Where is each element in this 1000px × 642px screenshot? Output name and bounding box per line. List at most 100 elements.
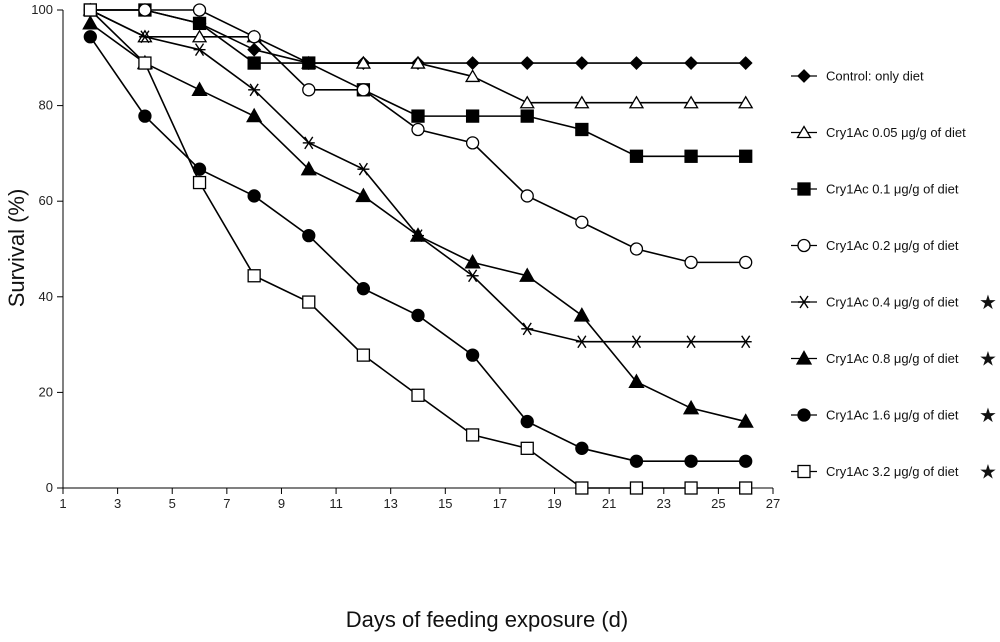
data-point bbox=[629, 56, 644, 70]
data-point bbox=[466, 269, 479, 283]
data-point bbox=[519, 267, 536, 282]
data-point bbox=[739, 335, 752, 349]
data-point bbox=[411, 388, 425, 402]
data-point bbox=[682, 399, 700, 415]
x-tick-label: 11 bbox=[329, 496, 343, 511]
data-point bbox=[520, 56, 535, 70]
legend-item-5: Cry1Ac 0.4 μg/g of diet ★ bbox=[791, 290, 997, 314]
data-point bbox=[629, 242, 644, 256]
data-point bbox=[521, 322, 534, 336]
y-tick-label: 40 bbox=[39, 289, 53, 304]
data-point bbox=[302, 83, 316, 97]
data-point bbox=[684, 56, 698, 70]
x-tick-label: 13 bbox=[383, 496, 397, 511]
data-point bbox=[302, 295, 316, 309]
data-point bbox=[83, 3, 97, 17]
x-tick-label: 3 bbox=[114, 496, 121, 511]
data-point bbox=[465, 348, 480, 362]
data-point bbox=[302, 136, 315, 150]
data-point bbox=[247, 42, 262, 57]
data-point bbox=[191, 29, 208, 43]
series-5 bbox=[84, 3, 752, 349]
series-8 bbox=[83, 3, 753, 495]
data-point bbox=[573, 307, 590, 322]
data-point bbox=[574, 56, 589, 70]
legend-item-8: Cry1Ac 3.2 μg/g of diet ★ bbox=[791, 460, 997, 484]
data-point bbox=[465, 428, 480, 442]
significance-star-icon: ★ bbox=[979, 347, 997, 371]
data-point bbox=[629, 481, 644, 495]
series-line bbox=[89, 22, 746, 423]
data-point bbox=[739, 454, 753, 468]
legend-marker bbox=[798, 295, 810, 309]
legend-label: Cry1Ac 3.2 μg/g of diet bbox=[826, 464, 959, 479]
data-point bbox=[465, 109, 480, 123]
legend-marker bbox=[797, 408, 811, 422]
data-point bbox=[138, 30, 151, 44]
data-point bbox=[247, 56, 261, 70]
x-tick-label: 21 bbox=[602, 496, 616, 511]
data-point bbox=[738, 95, 754, 109]
data-point bbox=[575, 441, 589, 455]
y-tick-label: 20 bbox=[39, 384, 53, 399]
data-point bbox=[246, 107, 263, 123]
data-point bbox=[192, 16, 207, 31]
data-point bbox=[355, 187, 372, 203]
legend-item-6: Cry1Ac 0.8 μg/g of diet ★ bbox=[791, 347, 997, 371]
legend-marker bbox=[797, 464, 811, 479]
y-tick-label: 100 bbox=[31, 2, 53, 17]
data-point bbox=[356, 348, 371, 362]
legend-item-3: Cry1Ac 0.1 μg/g of diet bbox=[791, 182, 959, 197]
legend-label: Cry1Ac 0.1 μg/g of diet bbox=[826, 182, 959, 197]
data-point bbox=[300, 160, 317, 176]
data-point bbox=[356, 83, 371, 97]
x-tick-label: 27 bbox=[766, 496, 780, 511]
data-point bbox=[302, 56, 316, 70]
data-point bbox=[302, 228, 316, 243]
data-point bbox=[520, 189, 534, 203]
data-point bbox=[247, 30, 261, 44]
significance-star-icon: ★ bbox=[979, 460, 997, 484]
series-6 bbox=[82, 15, 754, 428]
x-tick-label: 1 bbox=[59, 496, 66, 511]
x-tick-label: 19 bbox=[547, 496, 561, 511]
legend-label: Cry1Ac 0.8 μg/g of diet bbox=[826, 351, 959, 366]
data-point bbox=[410, 55, 426, 69]
y-tick-label: 60 bbox=[39, 193, 53, 208]
x-tick-label: 7 bbox=[223, 496, 230, 511]
data-point bbox=[520, 414, 534, 429]
data-point bbox=[737, 413, 754, 428]
data-point bbox=[739, 149, 753, 163]
data-point bbox=[192, 3, 207, 17]
x-tick-label: 9 bbox=[278, 496, 285, 511]
x-tick-label: 25 bbox=[711, 496, 725, 511]
data-point bbox=[411, 109, 425, 123]
legend-marker bbox=[797, 69, 811, 83]
data-point bbox=[83, 30, 97, 44]
data-point bbox=[355, 55, 372, 69]
data-point bbox=[465, 56, 480, 70]
data-point bbox=[629, 454, 644, 468]
data-point bbox=[684, 255, 698, 270]
legend-marker bbox=[797, 238, 811, 253]
legend-marker bbox=[795, 350, 813, 365]
y-axis-title: Survival (%) bbox=[4, 189, 29, 308]
y-tick-label: 0 bbox=[46, 480, 53, 495]
x-tick-label: 17 bbox=[493, 496, 507, 511]
legend: Control: only diet Cry1Ac 0.05 μg/g of di… bbox=[791, 69, 997, 484]
legend-item-7: Cry1Ac 1.6 μg/g of diet ★ bbox=[791, 403, 997, 427]
data-point bbox=[464, 69, 481, 83]
legend-label: Cry1Ac 0.4 μg/g of diet bbox=[826, 295, 959, 310]
significance-star-icon: ★ bbox=[979, 403, 997, 427]
data-point bbox=[248, 83, 261, 97]
data-point bbox=[575, 335, 588, 349]
data-point bbox=[519, 95, 535, 109]
data-point bbox=[356, 282, 371, 296]
x-tick-label: 15 bbox=[438, 496, 452, 511]
data-point bbox=[739, 255, 753, 270]
series-4 bbox=[83, 3, 753, 270]
data-point bbox=[192, 175, 207, 190]
legend-item-2: Cry1Ac 0.05 μg/g of diet bbox=[791, 125, 966, 140]
